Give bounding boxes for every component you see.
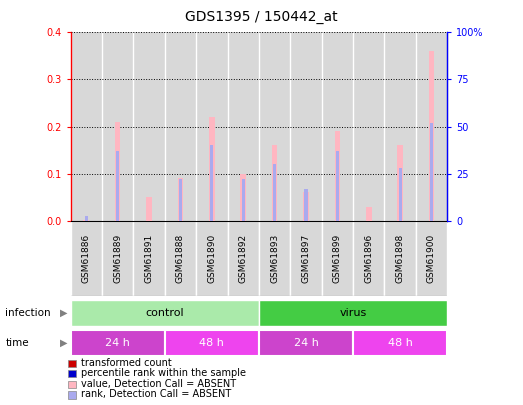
Bar bbox=[259, 330, 353, 356]
Bar bbox=[71, 300, 259, 326]
Bar bbox=[336, 151, 339, 221]
Bar bbox=[241, 174, 246, 221]
Bar bbox=[416, 32, 447, 221]
Bar bbox=[210, 145, 213, 221]
Bar bbox=[209, 117, 214, 221]
Bar bbox=[242, 179, 245, 221]
Text: GSM61892: GSM61892 bbox=[238, 234, 248, 283]
Text: GSM61886: GSM61886 bbox=[82, 234, 91, 283]
Text: GSM61890: GSM61890 bbox=[207, 234, 217, 283]
Bar bbox=[384, 32, 416, 221]
Bar bbox=[399, 168, 402, 221]
Bar bbox=[259, 32, 290, 221]
Text: GSM61899: GSM61899 bbox=[333, 234, 342, 283]
Text: infection: infection bbox=[5, 308, 51, 318]
Text: GSM61900: GSM61900 bbox=[427, 234, 436, 283]
Bar bbox=[196, 32, 228, 221]
Bar bbox=[353, 221, 384, 296]
Bar bbox=[71, 32, 102, 221]
Text: transformed count: transformed count bbox=[81, 358, 172, 368]
Bar bbox=[115, 122, 120, 221]
Text: control: control bbox=[145, 308, 184, 318]
Bar bbox=[430, 123, 433, 221]
Bar bbox=[397, 145, 403, 221]
Bar bbox=[228, 221, 259, 296]
Text: 24 h: 24 h bbox=[293, 338, 319, 348]
Text: virus: virus bbox=[339, 308, 367, 318]
Text: value, Detection Call = ABSENT: value, Detection Call = ABSENT bbox=[81, 379, 236, 389]
Bar bbox=[353, 32, 384, 221]
Text: 48 h: 48 h bbox=[388, 338, 413, 348]
Bar bbox=[290, 221, 322, 296]
Bar bbox=[353, 330, 447, 356]
Bar bbox=[304, 189, 308, 221]
Bar bbox=[272, 145, 277, 221]
Text: ▶: ▶ bbox=[60, 338, 67, 348]
Text: GSM61889: GSM61889 bbox=[113, 234, 122, 283]
Bar bbox=[85, 216, 88, 221]
Text: time: time bbox=[5, 338, 29, 348]
Text: 48 h: 48 h bbox=[199, 338, 224, 348]
Bar bbox=[322, 32, 353, 221]
Bar bbox=[303, 192, 309, 221]
Text: ▶: ▶ bbox=[60, 308, 67, 318]
Bar bbox=[384, 221, 416, 296]
Bar bbox=[366, 207, 371, 221]
Text: 24 h: 24 h bbox=[105, 338, 130, 348]
Bar bbox=[416, 221, 447, 296]
Bar bbox=[133, 221, 165, 296]
Text: GSM61888: GSM61888 bbox=[176, 234, 185, 283]
Bar bbox=[259, 221, 290, 296]
Bar bbox=[71, 221, 102, 296]
Bar bbox=[178, 178, 183, 221]
Bar bbox=[133, 32, 165, 221]
Bar bbox=[116, 151, 119, 221]
Bar bbox=[273, 164, 276, 221]
Text: rank, Detection Call = ABSENT: rank, Detection Call = ABSENT bbox=[81, 390, 231, 399]
Text: GSM61898: GSM61898 bbox=[395, 234, 405, 283]
Text: percentile rank within the sample: percentile rank within the sample bbox=[81, 369, 246, 378]
Text: GSM61897: GSM61897 bbox=[301, 234, 311, 283]
Bar bbox=[196, 221, 228, 296]
Text: GDS1395 / 150442_at: GDS1395 / 150442_at bbox=[185, 10, 338, 24]
Bar bbox=[146, 197, 152, 221]
Bar bbox=[102, 221, 133, 296]
Bar bbox=[179, 179, 182, 221]
Bar bbox=[102, 32, 133, 221]
Bar bbox=[84, 220, 89, 221]
Bar bbox=[165, 221, 196, 296]
Bar bbox=[228, 32, 259, 221]
Bar bbox=[259, 300, 447, 326]
Bar bbox=[165, 32, 196, 221]
Bar bbox=[335, 131, 340, 221]
Text: GSM61896: GSM61896 bbox=[364, 234, 373, 283]
Bar bbox=[71, 330, 165, 356]
Text: GSM61891: GSM61891 bbox=[144, 234, 154, 283]
Bar bbox=[290, 32, 322, 221]
Bar bbox=[165, 330, 259, 356]
Bar bbox=[322, 221, 353, 296]
Bar bbox=[429, 51, 434, 221]
Text: GSM61893: GSM61893 bbox=[270, 234, 279, 283]
